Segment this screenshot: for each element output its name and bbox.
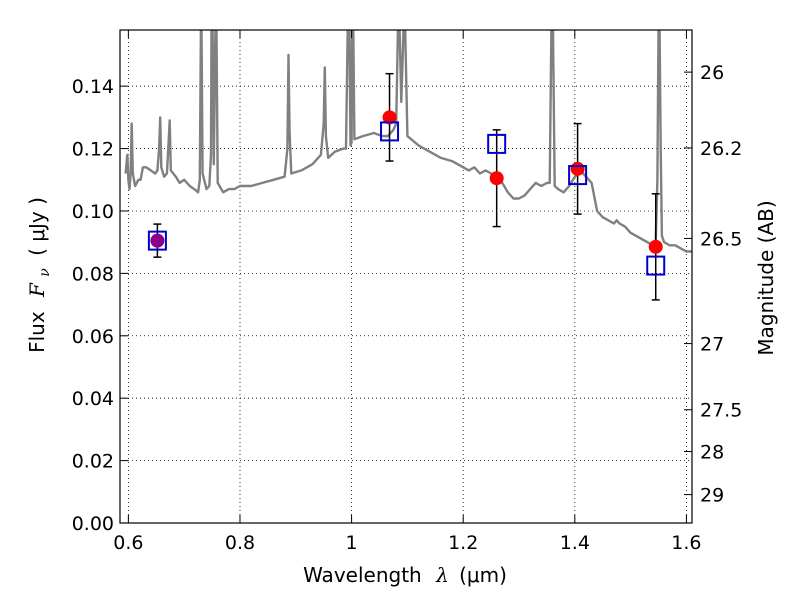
y-tick-label: 0.04 (72, 388, 114, 410)
y-tick-label: 0.00 (72, 513, 114, 535)
spectrum-layer (124, 30, 692, 253)
y-tick-label: 0.02 (72, 451, 114, 473)
plot-frame (119, 29, 693, 524)
x-tick-label: 1 (346, 532, 358, 554)
y2-tick-label: 26.5 (700, 228, 742, 250)
model-spectrum-line (124, 30, 692, 253)
x-axis-title-unit: (μm) (459, 563, 507, 587)
y2-tick-label: 27.5 (700, 400, 742, 422)
y-tick-label: 0.06 (72, 326, 114, 348)
observed-point-marker (382, 110, 397, 125)
x-axis-title: Wavelength λ (μm) (303, 563, 507, 587)
observed-point-marker (648, 239, 663, 254)
x-tick-label: 0.6 (113, 532, 143, 554)
model-band-marker (147, 230, 167, 251)
model-band-marker (380, 121, 400, 142)
points-layer (147, 72, 666, 301)
model-band-marker (646, 255, 666, 276)
observed-point-marker (570, 161, 585, 176)
y-tick-label: 0.12 (72, 139, 114, 161)
y-axis-title-text: Flux (25, 311, 49, 353)
y2-tick-label: 26.2 (700, 138, 742, 160)
y2-tick-label: 27 (700, 334, 724, 356)
model-band-marker (487, 133, 507, 154)
x-tick-label: 1.6 (671, 532, 701, 554)
y-tick-label: 0.10 (72, 201, 114, 223)
x-tick-label: 0.8 (225, 532, 255, 554)
observed-point-marker (489, 171, 504, 186)
y2-axis-title: Magnitude (AB) (754, 200, 778, 355)
y-tick-label: 0.14 (72, 76, 114, 98)
y2-tick-label: 28 (700, 442, 724, 464)
x-tick-label: 1.2 (448, 532, 478, 554)
x-tick-label: 1.4 (560, 532, 590, 554)
y-axis-title-symbol: F (25, 282, 49, 298)
y2-tick-label: 29 (700, 485, 724, 507)
x-axis-title-symbol: λ (435, 563, 449, 587)
y-axis-title-unit: ( μJy ) (25, 197, 49, 256)
y2-tick-label: 26 (700, 62, 724, 84)
x-axis-title-text: Wavelength (303, 563, 422, 587)
y-tick-label: 0.08 (72, 263, 114, 285)
optical-point-marker (150, 233, 165, 248)
ticks-layer: 0.6 0.8 1 1.2 1.4 1.6 0.00 0.02 0.04 0.06 0.08 0.10… (72, 30, 742, 554)
y-axis-title-subscript: ν (37, 268, 53, 277)
y-axis-title: Flux F ν ( μJy ) (25, 197, 54, 353)
model-band-marker (568, 165, 588, 186)
